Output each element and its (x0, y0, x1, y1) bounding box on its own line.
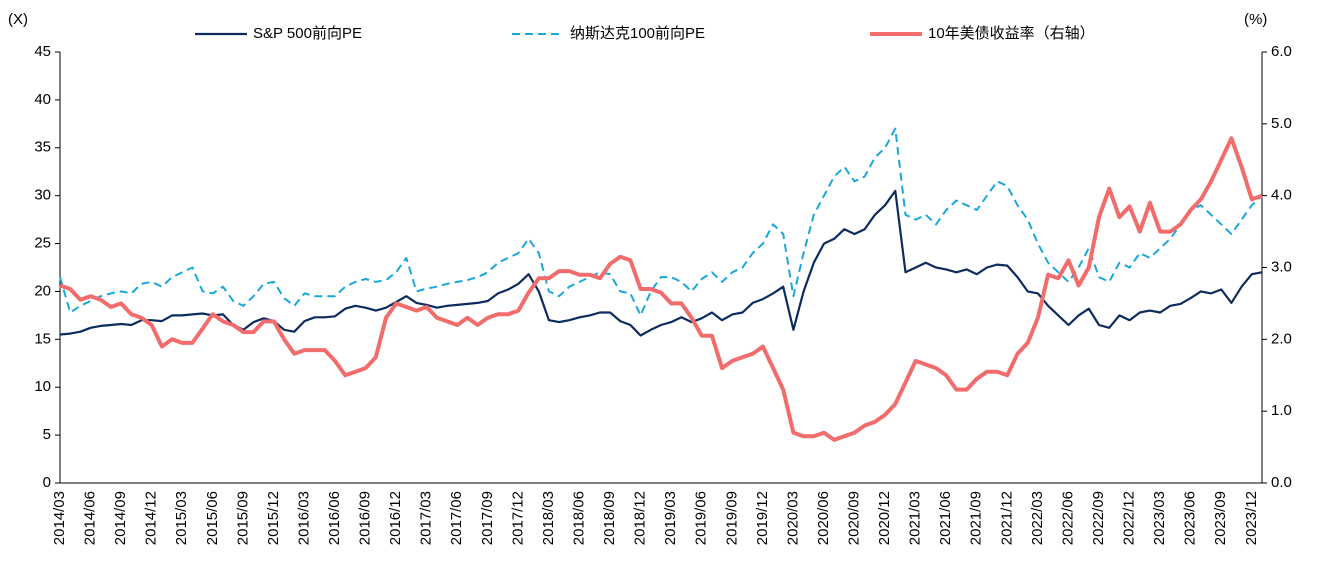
x-tick-label: 2022/09 (1090, 491, 1107, 545)
y2-tick-label: 6.0 (1271, 43, 1292, 60)
x-tick-label: 2017/09 (479, 491, 496, 545)
x-tick-label: 2020/06 (815, 491, 832, 545)
y-tick-label: 0 (43, 474, 51, 491)
legend-label: 纳斯达克100前向PE (570, 25, 705, 42)
x-tick-label: 2018/03 (540, 491, 557, 545)
x-tick-label: 2015/03 (173, 491, 190, 545)
x-tick-label: 2018/06 (570, 491, 587, 545)
series-line (59, 136, 1263, 442)
x-tick-label: 2022/12 (1121, 491, 1138, 545)
x-tick-label: 2017/12 (509, 491, 526, 545)
x-tick-label: 2019/12 (754, 491, 771, 545)
y-tick-label: 25 (34, 235, 51, 252)
y-tick-label: 40 (34, 91, 51, 108)
y2-axis-label: (%) (1244, 11, 1267, 28)
x-tick-label: 2023/03 (1151, 491, 1168, 545)
x-tick-label: 2016/09 (357, 491, 374, 545)
x-tick-label: 2018/09 (601, 491, 618, 545)
series-line (59, 127, 1263, 317)
x-tick-label: 2014/09 (112, 491, 129, 545)
y-tick-label: 10 (34, 378, 51, 395)
x-tick-label: 2021/06 (937, 491, 954, 545)
x-tick-label: 2020/03 (784, 491, 801, 545)
x-tick-label: 2023/12 (1243, 491, 1260, 545)
y2-tick-label: 0.0 (1271, 474, 1292, 491)
y-tick-label: 30 (34, 187, 51, 204)
y-tick-label: 15 (34, 330, 51, 347)
x-tick-label: 2016/06 (326, 491, 343, 545)
y2-tick-label: 1.0 (1271, 402, 1292, 419)
series-line (59, 189, 1263, 337)
y2-tick-label: 4.0 (1271, 187, 1292, 204)
x-tick-label: 2019/03 (662, 491, 679, 545)
x-tick-label: 2019/09 (723, 491, 740, 545)
x-tick-label: 2022/06 (1059, 491, 1076, 545)
x-tick-label: 2017/06 (448, 491, 465, 545)
x-tick-label: 2015/09 (234, 491, 251, 545)
x-tick-label: 2018/12 (632, 491, 649, 545)
x-tick-label: 2014/03 (51, 491, 68, 545)
x-tick-label: 2021/09 (968, 491, 985, 545)
x-tick-label: 2016/03 (295, 491, 312, 545)
y-tick-label: 20 (34, 282, 51, 299)
x-tick-label: 2019/06 (693, 491, 710, 545)
y-tick-label: 5 (43, 426, 51, 443)
legend-label: 10年美债收益率（右轴） (928, 25, 1095, 42)
x-tick-label: 2017/03 (418, 491, 435, 545)
x-tick-label: 2023/06 (1182, 491, 1199, 545)
y-axis-label: (X) (8, 11, 28, 28)
x-tick-label: 2014/12 (143, 491, 160, 545)
x-tick-label: 2023/09 (1212, 491, 1229, 545)
x-tick-label: 2015/06 (204, 491, 221, 545)
y2-tick-label: 5.0 (1271, 115, 1292, 132)
x-tick-label: 2016/12 (387, 491, 404, 545)
y2-tick-label: 2.0 (1271, 330, 1292, 347)
x-tick-label: 2014/06 (82, 491, 99, 545)
x-tick-label: 2020/09 (846, 491, 863, 545)
legend-label: S&P 500前向PE (253, 25, 362, 42)
y-tick-label: 35 (34, 139, 51, 156)
x-tick-label: 2021/03 (907, 491, 924, 545)
y2-tick-label: 3.0 (1271, 258, 1292, 275)
x-tick-label: 2022/03 (1029, 491, 1046, 545)
x-tick-label: 2021/12 (998, 491, 1015, 545)
x-tick-label: 2015/12 (265, 491, 282, 545)
y-tick-label: 45 (34, 43, 51, 60)
x-tick-label: 2020/12 (876, 491, 893, 545)
